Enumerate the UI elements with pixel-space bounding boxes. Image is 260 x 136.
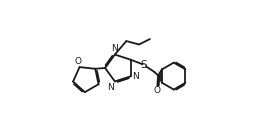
Text: N: N (132, 72, 139, 81)
Text: N: N (107, 83, 114, 92)
Text: O: O (75, 57, 82, 66)
Text: N: N (112, 44, 118, 53)
Text: O: O (154, 86, 161, 95)
Text: S: S (141, 60, 147, 70)
